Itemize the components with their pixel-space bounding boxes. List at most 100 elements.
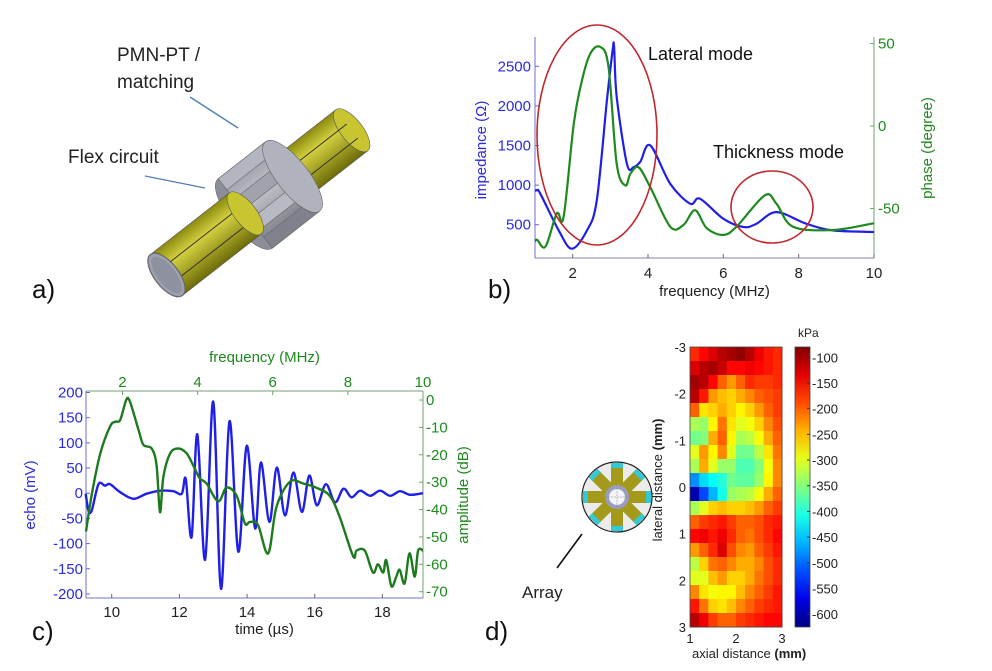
array-element [583,491,607,503]
heatmap-cell [726,347,737,362]
x-tick-label: 4 [644,265,652,282]
heatmap-cell [736,585,746,600]
heatmap-cell [772,585,783,600]
heatmap-cell [717,557,728,572]
heatmap-cell [717,571,728,586]
heatmap-cell [708,375,719,390]
heatmap-cell [726,403,737,418]
label-matching: matching [117,72,194,93]
heatmap-cell [708,431,719,446]
heatmap-cell [690,543,700,558]
colorbar [794,346,811,628]
heatmap-cell [690,473,700,488]
element-body [611,507,623,531]
flex-trace [172,220,252,284]
heatmap-cell [745,529,755,544]
heatmap-cell [717,487,728,502]
colorbar-tick-label: -300 [812,453,838,468]
y-tick-label: -3 [674,340,686,355]
heatmap-cell [708,459,719,474]
x-tick-label: 2 [732,631,739,646]
heatmap-cell [763,543,774,558]
heatmap-cell [699,585,709,600]
y2-tick-label: -70 [426,584,448,601]
colorbar-tick-label: -550 [812,581,838,596]
x2-tick-label: 2 [118,374,126,391]
spectrum-line [84,396,424,588]
heatmap-cell [736,529,746,544]
element-tip [611,463,623,468]
heatmap-cell [772,417,783,432]
heatmap-cell [772,557,783,572]
heatmap-cell [754,347,765,362]
heatmap-cell [772,487,783,502]
heatmap-cell [763,487,774,502]
heatmap-cell [726,431,737,446]
heatmap-cell [772,501,783,516]
y2-tick-label: -60 [426,556,448,573]
panel-b-impedance-chart: 2 4 6 8 10 500 1000 1500 2000 2500 -50 0 50 frequency… [473,24,936,300]
x-tick-label: 1 [686,631,693,646]
heatmap-cell [708,543,719,558]
plot-lines [535,41,874,250]
heatmap-cell [699,361,709,376]
y-tick-label: 1 [679,527,686,542]
heatmap-cell [699,389,709,404]
heatmap-cell [745,347,755,362]
heatmap-cell [736,487,746,502]
y-tick-label: -2 [674,387,686,402]
callout-line-pmn [189,96,239,129]
element-tip [633,468,646,481]
heatmap-cell [726,543,737,558]
heatmap-cell [690,361,700,376]
heatmap-cell [699,529,709,544]
heatmap-cell [717,403,728,418]
element-tip [633,513,646,526]
heatmap-cell [726,473,737,488]
colorbar-tick-label: -150 [812,376,838,391]
heatmap-cell [754,389,765,404]
heatmap-cell [736,417,746,432]
colorbar-unit-label: kPa [798,326,819,340]
annotation-thickness-mode: Thickness mode [713,142,844,162]
heatmap-cell [699,347,709,362]
heatmap-cell [690,375,700,390]
device-illustration [147,108,371,298]
heatmap-cell [754,445,765,460]
y2-tick-label: -30 [426,474,448,491]
heatmap-cell [690,389,700,404]
label-pmn-pt: PMN-PT / [117,45,201,66]
heatmap-cell [736,571,746,586]
heatmap-cell [763,389,774,404]
heatmap-cell [736,445,746,460]
heatmap-cell [736,515,746,530]
heatmap-cell [763,361,774,376]
x-tick-label: 10 [866,265,883,282]
heatmap-cell [754,501,765,516]
heatmap-cell [745,543,755,558]
element-tip [588,513,601,526]
heatmap-cell [708,515,719,530]
heatmap-cell [699,557,709,572]
heatmap-cell [726,529,737,544]
heatmap-cell [736,501,746,516]
heatmap-cell [772,459,783,474]
heatmap-cell [699,487,709,502]
heatmap-cell [754,557,765,572]
heatmap-cell [754,459,765,474]
heatmap-cell [763,431,774,446]
heatmap-cell [690,445,700,460]
colorbar-tick-label: -100 [812,350,838,365]
heatmap-cell [745,557,755,572]
callout-line-array [556,533,583,569]
heatmap-cell [690,347,700,362]
heatmap-cell [690,487,700,502]
heatmap-cell [763,417,774,432]
y-tick-label: 3 [679,620,686,635]
element-tip [646,491,651,503]
heatmap-cell [717,473,728,488]
element-body [583,491,607,503]
y-tick-label: 1000 [498,177,531,194]
label-array: Array [522,583,563,602]
